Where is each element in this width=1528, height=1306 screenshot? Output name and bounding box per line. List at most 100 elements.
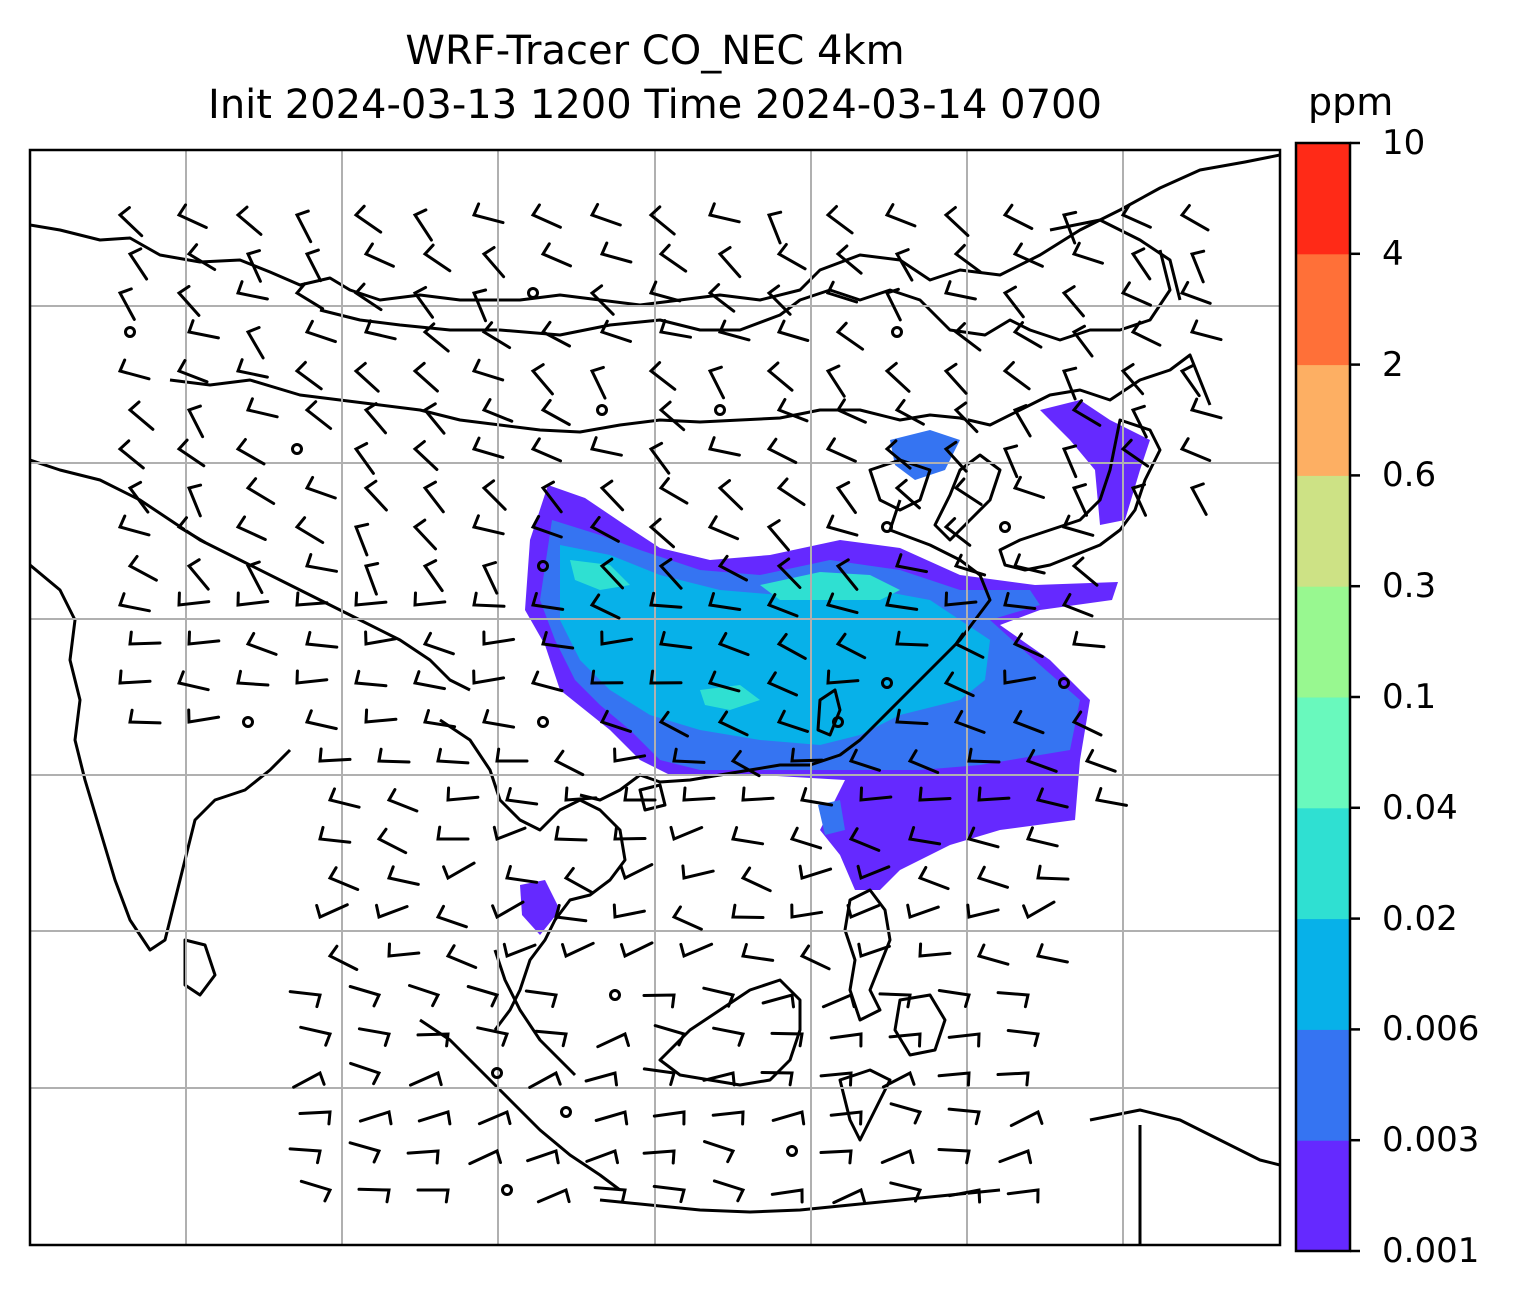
calm-wind-marker [501,1184,513,1196]
plume-patch-south [520,880,560,935]
wind-barb [1189,249,1206,284]
wind-barb [245,477,276,505]
wind-barb [363,562,380,596]
wind-barb [1002,444,1019,479]
wind-barb [412,440,439,471]
wind-barb [236,280,269,301]
calm-wind-marker [596,404,608,416]
wind-barb [363,479,388,512]
wind-barb [821,992,856,1009]
wind-barb [996,1071,1030,1087]
wind-barb [717,479,744,511]
wind-barb [412,518,437,551]
wind-barb [534,1029,568,1048]
wind-barb [348,1141,382,1164]
calm-wind-marker [242,716,254,728]
wind-barb [711,1110,745,1126]
wind-barb [648,517,675,549]
wind-barb [1002,361,1031,391]
wind-barb [245,326,265,360]
wind-barb [1012,242,1044,268]
wind-barb [599,557,624,590]
wind-barb [649,591,683,609]
colorbar-segment [1296,364,1350,476]
wind-barb [176,359,209,384]
coast-sumatra [419,1018,621,1192]
wind-barb [1025,748,1058,773]
wind-barb [596,1031,630,1049]
wind-barb [790,903,824,919]
wind-barb [482,630,516,646]
wind-barb [770,1188,804,1204]
wind-barb [776,632,807,660]
wind-barb [327,866,360,891]
colorbar-tick-label: 0.3 [1382,566,1437,607]
calm-wind-marker [881,677,893,689]
wind-barb [594,1110,629,1126]
wind-barb [659,319,692,339]
wind-barb [717,246,742,279]
wind-barb [445,944,478,969]
wind-barb [669,825,704,842]
wind-barb [436,825,470,841]
wind-barb [1120,363,1145,396]
wind-barb [717,632,750,657]
calm-wind-marker [537,560,549,572]
wind-barb [472,591,506,608]
wind-barb [1061,210,1078,245]
wind-barb [387,942,421,958]
wind-barb [298,1110,332,1126]
wind-barb [825,205,854,235]
wind-barb [1003,591,1037,610]
wind-barb [895,630,929,647]
wind-barb [1189,319,1223,342]
wind-barb [996,991,1030,1009]
wind-barb [800,787,834,807]
wind-barb [1071,324,1094,358]
wind-barb [299,1025,333,1047]
wind-barb [468,1148,502,1166]
wind-barb [304,400,333,430]
wind-barb [235,438,266,466]
wind-barb [442,861,476,881]
wind-barb [1035,943,1069,964]
wind-barb [412,361,439,393]
wind-barb [471,202,505,225]
wind-barb [235,205,263,236]
wind-barb [589,202,622,227]
wind-barb [1179,437,1212,462]
colorbar-segment [1296,1140,1350,1252]
wind-barb [589,593,621,620]
plume-patch-taiwan [818,800,845,835]
wind-barb [894,248,914,282]
coast-himalaya-border [30,458,471,692]
wind-barb [1006,1188,1040,1204]
coast-java [599,1188,1001,1214]
wind-barb [294,516,325,544]
wind-barb [482,709,516,729]
wind-barb [825,364,846,398]
wind-barb [918,942,952,958]
wind-barb [413,670,446,691]
wind-barb [1120,281,1152,307]
wind-barb [613,825,647,841]
wind-barb [658,243,688,273]
wind-barb [741,786,775,802]
colorbar-segment [1296,143,1350,255]
colorbar-tick-label: 0.001 [1382,1231,1480,1271]
wind-barb [1130,404,1148,439]
wind-barb [417,1110,452,1126]
wind-barb [741,943,775,962]
coast-newguinea [1089,1108,1280,1167]
wind-barb [1071,483,1088,517]
wind-barb [740,866,772,893]
wind-barb [1035,787,1069,809]
wind-barb [944,591,978,607]
wind-barb [422,559,444,593]
wind-barb [541,631,575,650]
coast-hainan [638,783,667,812]
wind-barb [117,287,136,321]
wind-barb [305,630,339,649]
wind-barb [245,397,279,419]
wind-barb [825,280,859,304]
